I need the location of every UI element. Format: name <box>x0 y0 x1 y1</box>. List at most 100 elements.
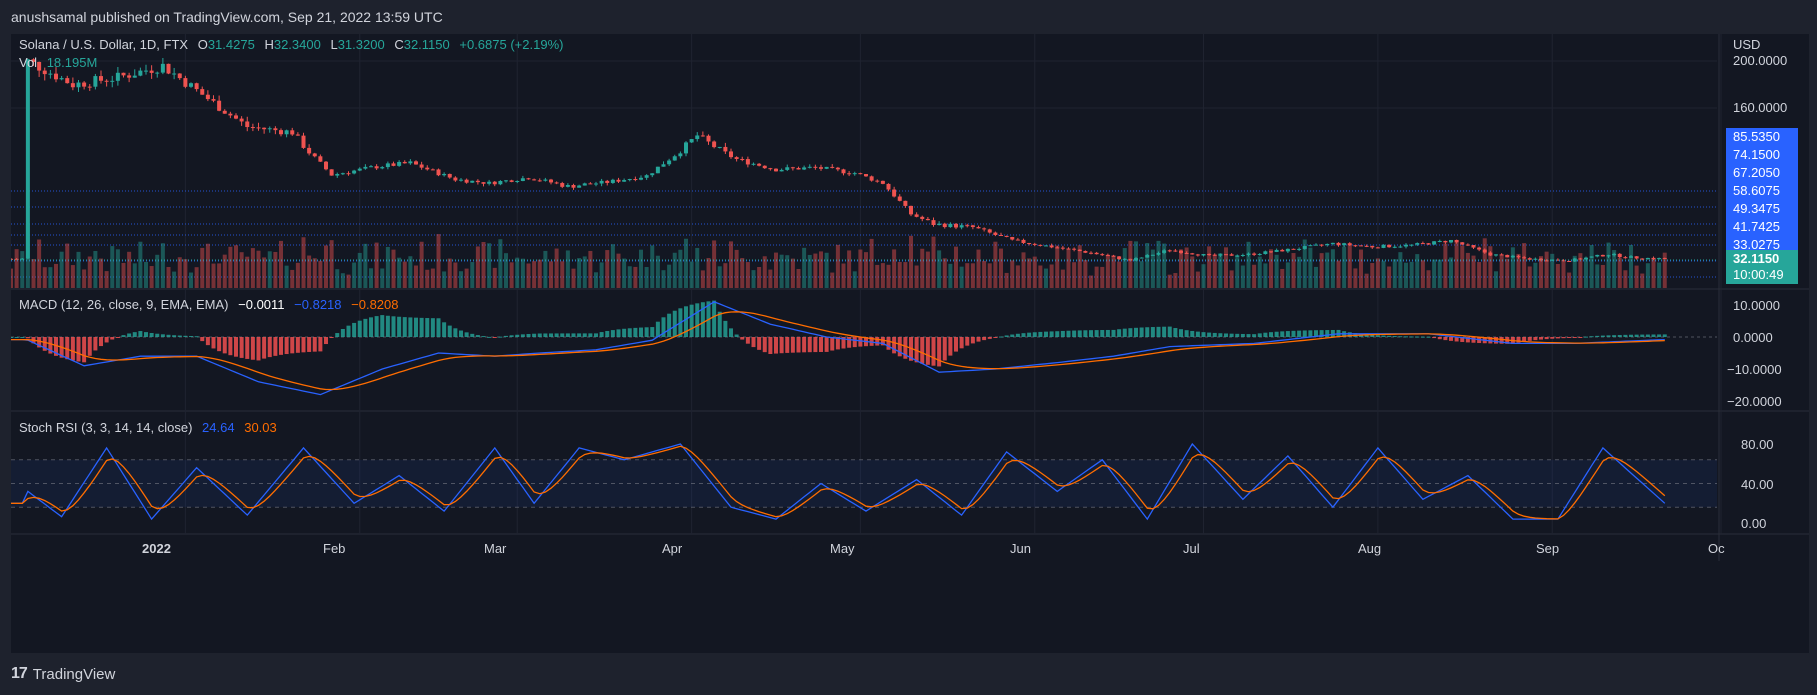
candle-body <box>774 168 778 172</box>
macd-histogram-bar <box>869 337 874 346</box>
candle-body <box>1522 257 1527 259</box>
volume-bar <box>357 252 362 288</box>
volume-bar <box>1516 253 1521 288</box>
macd-histogram-bar <box>571 333 576 337</box>
volume-bar <box>1195 271 1200 288</box>
macd-histogram-bar <box>948 337 953 356</box>
candle-body <box>183 78 188 87</box>
volume-bar <box>1111 255 1116 288</box>
candle-body <box>1353 245 1358 247</box>
volume-bar <box>785 255 790 288</box>
candle-body <box>1173 250 1178 252</box>
macd-histogram-bar <box>340 328 345 337</box>
macd-histogram-bar <box>295 337 300 353</box>
volume-bar <box>1021 252 1026 288</box>
macd-histogram-bar <box>1595 335 1600 337</box>
chart-canvas[interactable] <box>11 34 1809 653</box>
volume-bar <box>1015 265 1020 288</box>
macd-histogram-bar <box>565 333 570 337</box>
symbol-title[interactable]: Solana / U.S. Dollar, 1D, FTX <box>19 37 189 52</box>
macd-histogram-bar <box>504 335 508 337</box>
macd-histogram-bar <box>160 334 165 337</box>
candle-body <box>852 173 857 175</box>
macd-histogram-bar <box>380 315 385 337</box>
macd-histogram-bar <box>1465 337 1470 343</box>
macd-histogram-bar <box>256 337 261 361</box>
chart-frame[interactable]: Solana / U.S. Dollar, 1D, FTX O31.4275 H… <box>11 34 1809 653</box>
candle-body <box>262 127 267 130</box>
macd-histogram-bar <box>1415 336 1420 338</box>
candle-body <box>982 228 987 230</box>
price-tick: 200.0000 <box>1733 53 1788 68</box>
volume-bar <box>1572 255 1577 288</box>
macd-histogram-bar <box>594 333 598 337</box>
candle-body <box>1280 249 1285 252</box>
candle-body <box>1387 244 1392 248</box>
macd-histogram-bar <box>1066 330 1071 337</box>
volume-bar <box>650 245 655 288</box>
candle-body <box>447 173 452 178</box>
macd-histogram-bar <box>385 315 390 337</box>
macd-histogram-bar <box>1330 329 1335 337</box>
macd-histogram-bar <box>1539 337 1543 340</box>
volume-bar <box>37 239 42 288</box>
candle-body <box>987 229 992 233</box>
volume-bar <box>138 241 143 288</box>
volume-bar <box>1488 246 1493 288</box>
candle-body <box>796 167 801 170</box>
volume-bar <box>712 240 717 288</box>
macd-histogram-bar <box>509 335 514 337</box>
macd-histogram-bar <box>273 337 278 356</box>
volume-bar <box>1100 266 1105 288</box>
candle-body <box>717 146 722 148</box>
macd-histogram-bar <box>1027 332 1032 337</box>
volume-bar <box>59 251 64 288</box>
macd-histogram-bar <box>104 337 109 343</box>
level-label: 58.6075 <box>1726 182 1798 200</box>
candle-body <box>397 161 402 166</box>
volume-bar <box>1150 249 1155 288</box>
candle-body <box>132 75 137 78</box>
volume-bar <box>1612 250 1617 288</box>
macd-histogram-bar <box>1257 333 1262 337</box>
volume-bar <box>200 247 205 288</box>
tradingview-logo[interactable]: 17 TradingView <box>11 665 115 683</box>
macd-histogram-bar <box>1555 337 1560 339</box>
candle-body <box>487 181 492 184</box>
volume-legend: Vol 18.195M <box>19 55 103 70</box>
volume-bar <box>234 245 238 288</box>
macd-histogram-bar <box>954 337 958 352</box>
candle-body <box>1325 243 1330 246</box>
volume-bar <box>1060 269 1065 288</box>
stoch-title[interactable]: Stoch RSI (3, 3, 14, 14, close) <box>19 420 193 435</box>
macd-histogram-bar <box>194 336 199 338</box>
candle-body <box>1302 246 1307 249</box>
volume-label[interactable]: Vol <box>19 55 38 70</box>
volume-bar <box>312 258 317 288</box>
macd-histogram-bar <box>1404 336 1408 338</box>
candle-body <box>279 130 283 135</box>
volume-bar <box>717 266 722 288</box>
volume-bar <box>470 262 475 288</box>
candle-body <box>1212 254 1217 256</box>
volume-bar <box>740 258 745 288</box>
macd-histogram-bar <box>689 304 694 337</box>
candle-body <box>1510 255 1515 258</box>
macd-histogram-bar <box>1662 334 1667 337</box>
candle-body <box>678 153 683 157</box>
macd-histogram-bar <box>1533 337 1538 341</box>
volume-bar <box>25 224 30 288</box>
macd-title[interactable]: MACD (12, 26, close, 9, EMA, EMA) <box>19 297 229 312</box>
macd-histogram-bar <box>627 328 632 337</box>
currency-label[interactable]: USD <box>1733 37 1761 52</box>
macd-histogram-bar <box>1015 333 1020 337</box>
macd-histogram-bar <box>740 337 745 340</box>
volume-bar <box>1657 262 1662 288</box>
volume-bar <box>1359 249 1363 288</box>
candle-body <box>509 180 514 182</box>
candle-body <box>1044 245 1048 247</box>
volume-bar <box>1139 261 1144 288</box>
macd-histogram-bar <box>1060 330 1065 337</box>
macd-histogram-bar <box>684 306 688 337</box>
candle-body <box>970 225 975 228</box>
